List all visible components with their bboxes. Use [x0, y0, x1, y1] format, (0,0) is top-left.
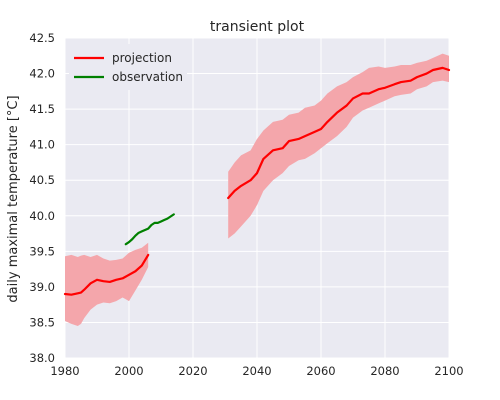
y-axis-ticks: 38.0 38.5 39.0 39.5 40.0 40.5 41.0 41.5 42.0 42.5 — [29, 31, 55, 365]
legend-label-observation: observation — [112, 70, 183, 84]
y-tick-label: 38.0 — [29, 351, 55, 365]
x-tick-label: 2040 — [242, 364, 271, 378]
y-tick-label: 42.0 — [29, 67, 55, 81]
y-tick-label: 40.0 — [29, 209, 55, 223]
projection-line — [227, 66, 451, 200]
y-tick-label: 40.5 — [29, 173, 55, 187]
x-tick-label: 2100 — [434, 364, 463, 378]
x-tick-label: 2000 — [114, 364, 143, 378]
projection-line — [63, 253, 150, 296]
y-tick-label: 39.5 — [29, 244, 55, 258]
x-tick-label: 2020 — [178, 364, 207, 378]
y-tick-label: 42.5 — [29, 31, 55, 45]
x-tick-label: 2060 — [306, 364, 335, 378]
y-tick-label: 41.0 — [29, 138, 55, 152]
y-tick-label: 41.5 — [29, 102, 55, 116]
legend: projection observation — [69, 44, 187, 90]
y-tick-label: 38.5 — [29, 315, 55, 329]
observation-line — [124, 213, 175, 246]
x-tick-label: 1980 — [50, 364, 79, 378]
y-tick-label: 39.0 — [29, 280, 55, 294]
x-axis-ticks: 1980 2000 2020 2040 2060 2080 2100 — [50, 364, 463, 378]
y-axis-label: daily maximal temperature [°C] — [6, 95, 21, 302]
x-tick-label: 2080 — [370, 364, 399, 378]
projection-band — [65, 242, 149, 326]
chart-title: transient plot — [210, 19, 305, 35]
series-lines — [63, 66, 451, 296]
legend-label-projection: projection — [112, 51, 172, 65]
legend-box — [69, 44, 187, 90]
